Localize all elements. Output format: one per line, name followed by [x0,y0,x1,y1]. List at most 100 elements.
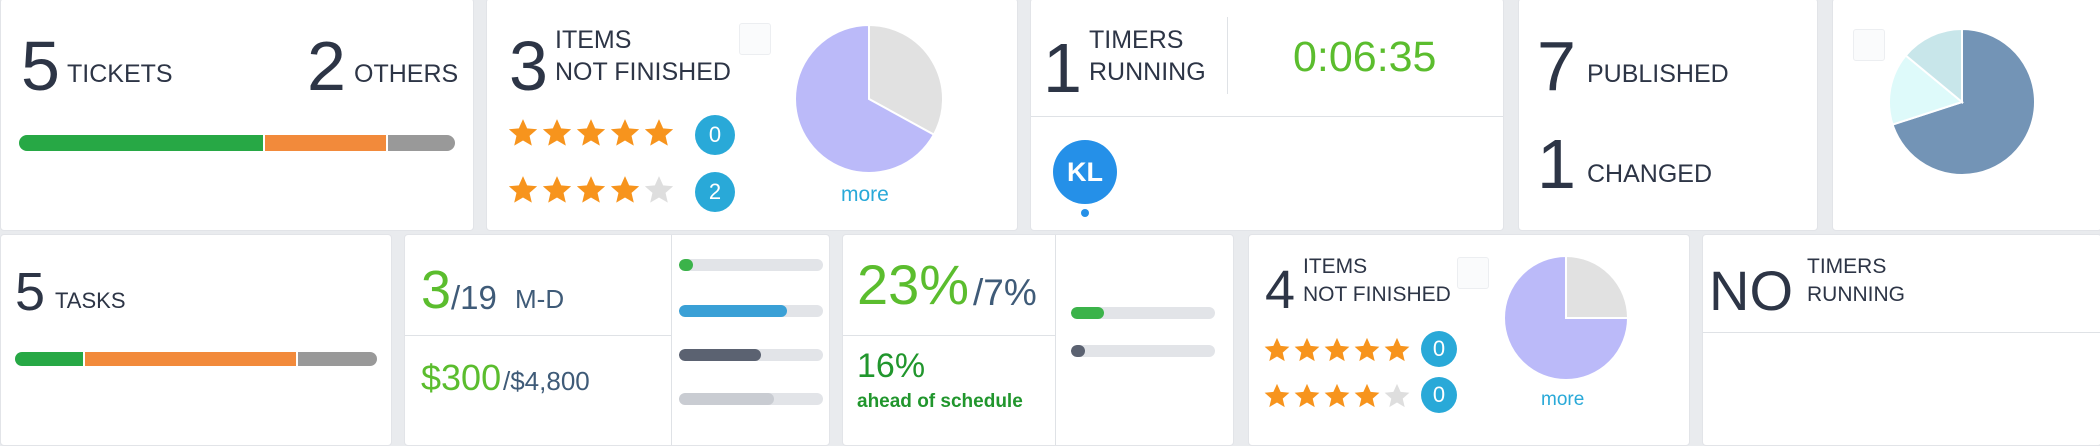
star-icon [542,176,572,203]
md-unit: M-D [515,284,565,314]
tasks-count: 5 [15,262,46,322]
pie-slice-a[interactable] [1891,27,2036,176]
tickets-count: 5 [21,27,60,105]
published-card[interactable]: 7 PUBLISHED 1 CHANGED [1518,0,1818,231]
items-pie-chart[interactable] [793,23,945,175]
star-icon [1324,337,1350,362]
more-link[interactable]: more [1541,389,1585,410]
progress-track-bar2 [1071,345,1215,357]
star-icon [1294,383,1320,408]
star-icon [576,119,606,146]
items-label-line2: NOT FINISHED [555,58,731,86]
schedule-hr [843,335,1055,336]
pie-slice-c[interactable] [1904,27,1963,105]
progress-track-bar1 [1071,307,1215,319]
five-star-rating [1263,336,1411,364]
schedule-vline [1055,235,1056,445]
four-star-rating [1263,382,1411,410]
avatar[interactable]: KL [1053,140,1117,204]
progress-fill-bar2 [679,305,787,317]
star-icon [1354,337,1380,362]
rating-4-count-badge[interactable]: 0 [1421,377,1457,413]
pie-slice-not-finished[interactable] [1503,255,1629,381]
timers-label-line2: RUNNING [1089,58,1206,86]
tickets-progress-bar [19,135,455,151]
star-icon [1264,383,1290,408]
progress-segment-in-progress [83,352,297,366]
tasks-card[interactable]: 5 TASKS [0,234,392,446]
published-count: 7 [1537,27,1576,105]
more-link[interactable]: more [841,183,889,206]
changed-label: CHANGED [1587,160,1713,188]
avatar-initials: KL [1067,157,1103,187]
star-icon [1294,337,1320,362]
budget-card[interactable]: 3 /19 M-D $300 /$4,800 [404,234,830,446]
budget-hr [405,335,671,336]
no-timers-count: NO [1709,259,1793,322]
percent-main: 23% [857,253,970,316]
changed-count: 1 [1537,125,1576,203]
rating-5-count-badge[interactable]: 0 [1421,331,1457,367]
tasks-progress-bar [15,352,377,366]
budget-vline [671,235,672,445]
widget-handle-icon[interactable] [1457,257,1489,289]
percent-secondary: /7% [973,272,1037,313]
progress-track-bar3 [679,349,823,361]
elapsed-time: 0:06:35 [1293,33,1437,81]
items-label-line1: ITEMS [555,26,632,54]
progress-track-bar4 [679,393,823,405]
progress-segment-other [296,352,377,366]
others-count: 2 [307,27,346,105]
star-icon [508,176,538,203]
mini-pie-chart[interactable] [1887,27,2037,177]
items-count: 4 [1265,260,1296,320]
pie-slice-finished[interactable] [1565,255,1629,319]
tasks-label: TASKS [55,288,126,313]
star-icon [1354,383,1380,408]
star-icon [542,119,572,146]
items-label-line2: NOT FINISHED [1303,283,1451,306]
schedule-card[interactable]: 23% /7% 16% ahead of schedule [842,234,1234,446]
money-used: $300 [421,357,502,398]
star-icon [644,119,674,146]
pie-slice-finished[interactable] [868,23,944,137]
published-label: PUBLISHED [1587,60,1729,88]
no-timers-label-line2: RUNNING [1807,283,1905,306]
star-icon [1264,337,1290,362]
progress-fill-bar2 [1071,345,1086,357]
timers-card[interactable]: 1 TIMERS RUNNING 0:06:35 KL [1030,0,1504,231]
money-total: /$4,800 [503,366,590,396]
pie-slice-not-finished[interactable] [794,23,936,174]
timers-hr [1031,116,1503,117]
star-icon [610,119,640,146]
others-label: OTHERS [354,60,459,88]
progress-track-bar1 [679,259,823,271]
progress-track-bar2 [679,305,823,317]
items-pie-chart[interactable] [1503,255,1629,381]
rating-4-count-badge[interactable]: 2 [695,172,735,212]
timers-label-line1: TIMERS [1089,26,1184,54]
progress-fill-bar3 [679,349,762,361]
widget-handle-icon[interactable] [739,23,771,55]
no-timers-card[interactable]: NO TIMERS RUNNING [1702,234,2100,446]
ahead-value: 16% [857,347,926,385]
star-icon [610,176,640,203]
widget-handle-icon[interactable] [1853,29,1885,61]
no-timers-hr [1703,332,2100,333]
four-star-rating [507,174,675,206]
progress-segment-done [15,352,84,366]
progress-fill-bar4 [679,393,775,405]
tickets-card[interactable]: 5 TICKETS 2 OTHERS [0,0,474,231]
star-icon [576,176,606,203]
items-card-2[interactable]: 4 ITEMS NOT FINISHED 0 0 more [1248,234,1690,446]
tickets-label: TICKETS [67,60,173,88]
items-label-line1: ITEMS [1303,255,1368,278]
progress-segment-in-progress [263,135,387,151]
ahead-label: ahead of schedule [857,391,1023,412]
items-card-1[interactable]: 3 ITEMS NOT FINISHED 0 2 more [486,0,1018,231]
progress-fill-bar1 [1071,307,1105,319]
pie-slice-b[interactable] [1888,54,1965,126]
mini-pie-card[interactable] [1832,0,2100,231]
md-total: /19 [451,279,497,316]
rating-5-count-badge[interactable]: 0 [695,115,735,155]
